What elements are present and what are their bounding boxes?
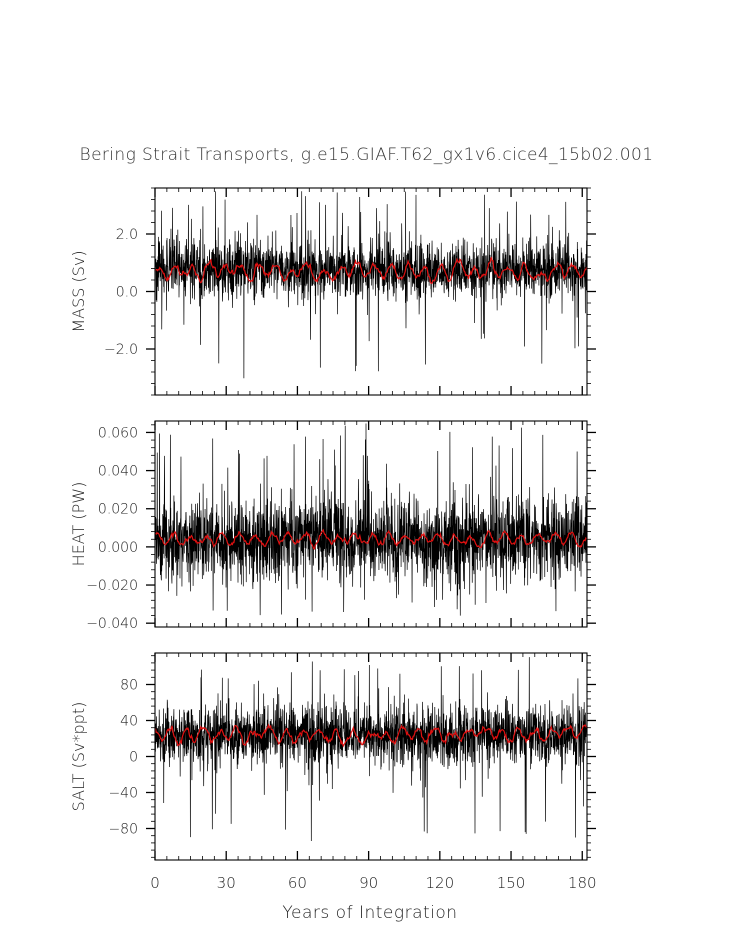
series-smooth-heat	[155, 528, 587, 550]
x-tick-label: 150	[497, 874, 526, 892]
y-tick-label: 0.000	[98, 540, 138, 556]
y-tick-label: 0.040	[98, 464, 138, 480]
y-tick-label: −40	[108, 786, 138, 802]
x-axis-label: Years of Integration	[282, 903, 457, 923]
y-tick-label: 2.0	[116, 227, 138, 243]
series-raw-salt	[155, 657, 587, 842]
y-axis-label-mass: MASS (Sv)	[69, 250, 88, 332]
y-tick-label: 40	[120, 714, 138, 730]
y-tick-label: 0.020	[98, 502, 138, 518]
y-tick-label: 0.060	[98, 425, 138, 441]
x-tick-label: 180	[568, 874, 597, 892]
chart-title: Bering Strait Transports, g.e15.GIAF.T62…	[79, 145, 654, 165]
y-tick-label: −0.040	[86, 616, 138, 632]
x-tick-label: 60	[288, 874, 307, 892]
panel-salt: −80 −40 0 40 80 SALT (Sv*ppt) 0 30 60 90 120 150 180	[69, 652, 597, 892]
series-raw-heat	[155, 423, 587, 616]
y-tick-label: 80	[120, 678, 138, 694]
y-tick-label: −0.020	[86, 578, 138, 594]
x-tick-label: 30	[217, 874, 236, 892]
y-tick-label: 0.0	[116, 285, 138, 301]
series-smooth-salt	[155, 723, 587, 748]
plot-frame-mass	[154, 187, 588, 396]
x-tick-label: 90	[359, 874, 378, 892]
series-raw-mass	[155, 191, 587, 379]
series-smooth-mass	[155, 256, 587, 284]
y-axis-label-salt: SALT (Sv*ppt)	[69, 702, 88, 812]
y-tick-label: −80	[108, 822, 138, 838]
y-tick-label: −2.0	[104, 342, 138, 358]
panel-mass: −2.0 0.0 2.0 MASS (Sv)	[69, 187, 596, 396]
panel-heat: −0.040 −0.020 0.000 0.020 0.040 0.060 HEAT (PW…	[69, 420, 596, 632]
x-tick-label: 120	[426, 874, 455, 892]
y-axis-label-heat: HEAT (PW)	[69, 482, 88, 567]
y-tick-label: 0	[129, 750, 138, 766]
x-tick-label: 0	[150, 874, 160, 892]
panels-group: −2.0 0.0 2.0 MASS (Sv) −0.040 −0.020 0.000 0.02…	[69, 187, 597, 892]
